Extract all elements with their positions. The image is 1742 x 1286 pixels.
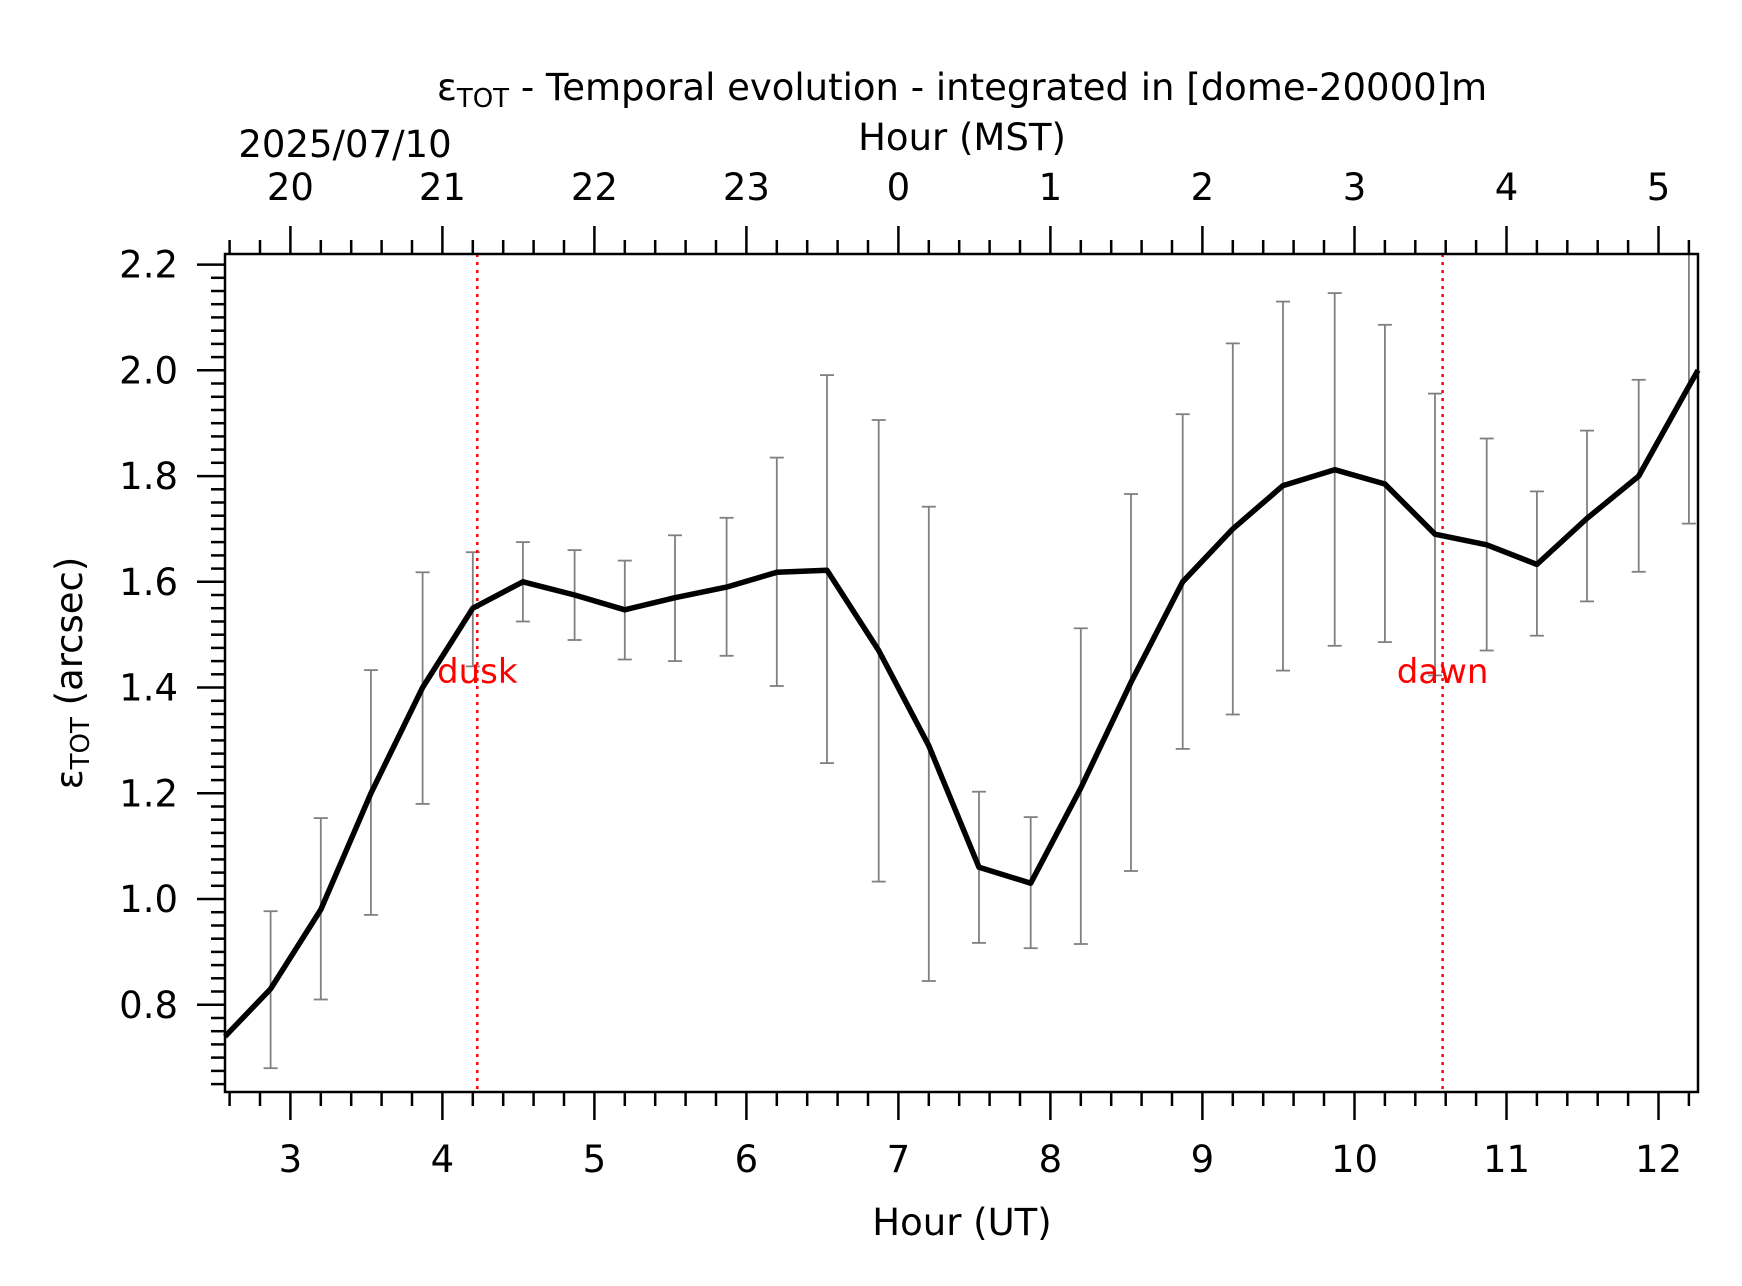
- x2-tick-label: 21: [419, 166, 466, 209]
- x2-tick-label: 0: [887, 166, 911, 209]
- x-tick-label: 3: [279, 1138, 303, 1181]
- x2-tick-label: 4: [1495, 166, 1519, 209]
- x-tick-label: 12: [1635, 1138, 1682, 1181]
- chart-title-text: - Temporal evolution - integrated in [do…: [509, 66, 1487, 109]
- chart-title-symbol: ε: [437, 66, 457, 109]
- titles: εTOT - Temporal evolution - integrated i…: [437, 66, 1487, 114]
- y-tick-label: 0.8: [119, 984, 178, 1027]
- plot-frame: [223, 252, 1700, 1094]
- x-tick-label: 10: [1331, 1138, 1378, 1181]
- chart-title: εTOT - Temporal evolution - integrated i…: [437, 66, 1487, 114]
- y-tick-label: 1.2: [119, 772, 178, 815]
- chart-title-subscript: TOT: [456, 84, 509, 114]
- x-tick-label: 7: [887, 1138, 911, 1181]
- series-line-0: [223, 368, 1701, 1039]
- axis-ticks: [197, 226, 1691, 1120]
- x-tick-label: 4: [431, 1138, 455, 1181]
- y-tick-label: 1.4: [119, 667, 178, 710]
- x2-tick-label: 2: [1191, 166, 1215, 209]
- date-label: 2025/07/10: [238, 123, 451, 166]
- x-axis-title: Hour (UT): [872, 1201, 1051, 1244]
- y-axis-title-unit: (arcsec): [48, 557, 91, 717]
- y-axis-title: εTOT (arcsec): [48, 557, 96, 790]
- x2-tick-label: 22: [571, 166, 618, 209]
- y-axis-title-subscript: TOT: [66, 717, 96, 770]
- x2-axis-title: Hour (MST): [858, 116, 1066, 159]
- x-tick-label: 6: [735, 1138, 759, 1181]
- y-axis-title-symbol: ε: [48, 769, 91, 789]
- twilight-label-dusk: dusk: [437, 652, 518, 692]
- y-tick-label: 1.8: [119, 455, 178, 498]
- x-tick-label: 11: [1483, 1138, 1530, 1181]
- twilight-lines: dusk dawn: [437, 254, 1488, 1092]
- series-group: [223, 368, 1701, 1039]
- x2-tick-label: 1: [1039, 166, 1063, 209]
- y-tick-label: 1.0: [119, 878, 178, 921]
- x-tick-label: 8: [1039, 1138, 1063, 1181]
- y-tick-label: 1.6: [119, 561, 178, 604]
- y-tick-label: 2.2: [119, 244, 178, 287]
- x-tick-label: 9: [1191, 1138, 1215, 1181]
- x2-tick-label: 23: [723, 166, 770, 209]
- x-tick-label: 5: [583, 1138, 607, 1181]
- twilight-label-dawn: dawn: [1397, 652, 1489, 692]
- x2-tick-label: 20: [267, 166, 314, 209]
- x2-tick-label: 5: [1647, 166, 1671, 209]
- x2-tick-label: 3: [1343, 166, 1367, 209]
- y-tick-label: 2.0: [119, 349, 178, 392]
